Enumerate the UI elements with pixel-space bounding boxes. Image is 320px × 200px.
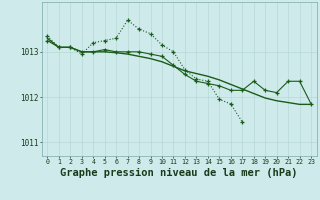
X-axis label: Graphe pression niveau de la mer (hPa): Graphe pression niveau de la mer (hPa) [60,168,298,178]
